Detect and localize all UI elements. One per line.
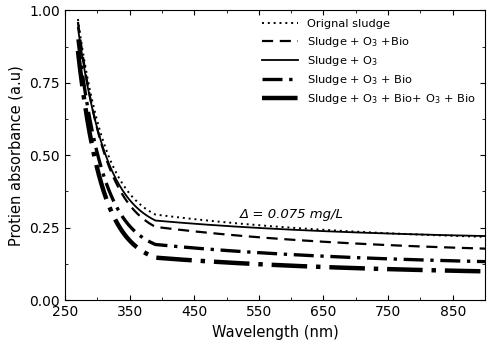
- Sludge + O$_3$ + Bio: [420, 258, 426, 262]
- Orignal sludge: [75, 17, 81, 21]
- Sludge + O$_3$ +Bio: [130, 207, 136, 211]
- Orignal sludge: [130, 195, 136, 199]
- X-axis label: Wavelength (nm): Wavelength (nm): [212, 325, 338, 339]
- Sludge + O$_3$ + Bio+ O$_3$ + Bio: [420, 268, 426, 272]
- Sludge + O$_3$ + Bio+ O$_3$ + Bio: [272, 263, 278, 267]
- Sludge + O$_3$: [132, 203, 138, 207]
- Line: Sludge + O$_3$ +Bio: Sludge + O$_3$ +Bio: [78, 22, 485, 249]
- Sludge + O$_3$ + Bio: [75, 37, 81, 41]
- Line: Orignal sludge: Orignal sludge: [78, 19, 485, 237]
- Sludge + O$_3$ + Bio: [130, 227, 136, 231]
- Sludge + O$_3$ + Bio: [482, 259, 488, 264]
- Orignal sludge: [420, 233, 426, 237]
- Sludge + O$_3$ +Bio: [420, 245, 426, 249]
- Sludge + O$_3$ + Bio+ O$_3$ + Bio: [75, 49, 81, 53]
- Orignal sludge: [132, 197, 138, 201]
- Orignal sludge: [266, 224, 272, 228]
- Orignal sludge: [276, 225, 282, 229]
- Y-axis label: Protien absorbance (a.u): Protien absorbance (a.u): [9, 65, 24, 246]
- Sludge + O$_3$ + Bio: [132, 229, 138, 233]
- Sludge + O$_3$: [272, 227, 278, 231]
- Sludge + O$_3$: [420, 233, 426, 237]
- Sludge + O$_3$ + Bio: [276, 252, 282, 256]
- Sludge + O$_3$: [266, 226, 272, 230]
- Line: Sludge + O$_3$ + Bio+ O$_3$ + Bio: Sludge + O$_3$ + Bio+ O$_3$ + Bio: [78, 51, 485, 272]
- Sludge + O$_3$ +Bio: [276, 237, 282, 241]
- Sludge + O$_3$ + Bio+ O$_3$ + Bio: [276, 263, 282, 267]
- Sludge + O$_3$ +Bio: [132, 208, 138, 213]
- Sludge + O$_3$ + Bio+ O$_3$ + Bio: [130, 241, 136, 246]
- Sludge + O$_3$ +Bio: [75, 20, 81, 24]
- Sludge + O$_3$ +Bio: [266, 236, 272, 240]
- Sludge + O$_3$ +Bio: [482, 247, 488, 251]
- Line: Sludge + O$_3$: Sludge + O$_3$: [78, 28, 485, 236]
- Sludge + O$_3$: [75, 26, 81, 30]
- Sludge + O$_3$: [482, 234, 488, 238]
- Sludge + O$_3$ + Bio+ O$_3$ + Bio: [482, 269, 488, 274]
- Sludge + O$_3$ + Bio: [272, 252, 278, 256]
- Orignal sludge: [482, 235, 488, 239]
- Legend: Orignal sludge, Sludge + O$_3$ +Bio, Sludge + O$_3$, Sludge + O$_3$ + Bio, Sludg: Orignal sludge, Sludge + O$_3$ +Bio, Slu…: [258, 16, 480, 109]
- Sludge + O$_3$ + Bio+ O$_3$ + Bio: [266, 263, 272, 267]
- Sludge + O$_3$ + Bio: [266, 251, 272, 255]
- Orignal sludge: [272, 224, 278, 228]
- Sludge + O$_3$: [276, 227, 282, 231]
- Sludge + O$_3$: [130, 201, 136, 206]
- Text: Δ = 0.075 mg/L: Δ = 0.075 mg/L: [240, 208, 344, 220]
- Line: Sludge + O$_3$ + Bio: Sludge + O$_3$ + Bio: [78, 39, 485, 262]
- Sludge + O$_3$ + Bio+ O$_3$ + Bio: [132, 243, 138, 247]
- Sludge + O$_3$ +Bio: [272, 236, 278, 240]
